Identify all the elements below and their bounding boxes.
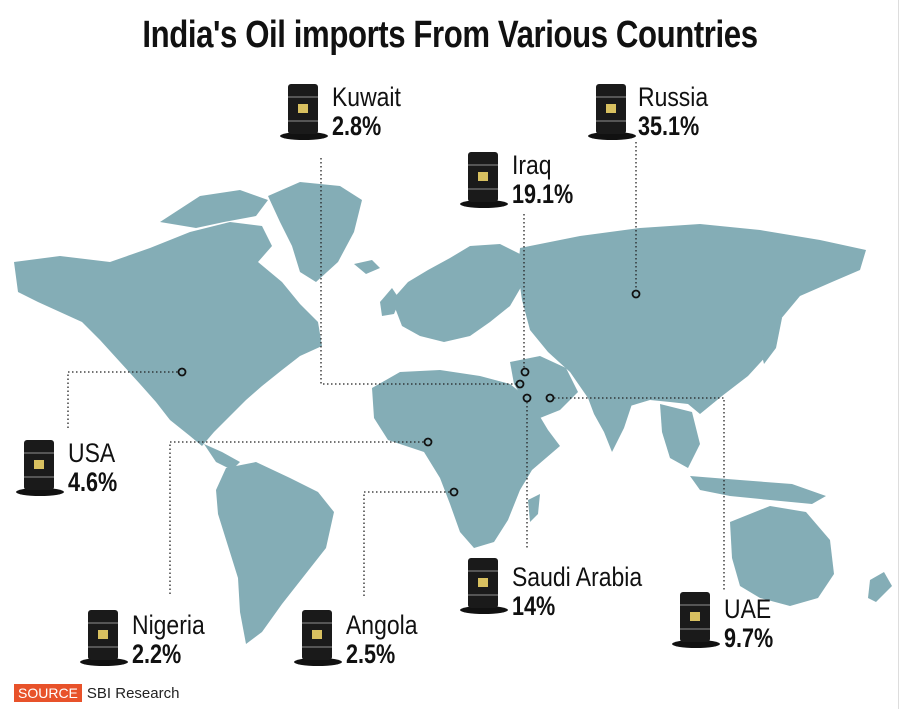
indonesia-landmass xyxy=(690,476,826,504)
label-angola: Angola 2.5% xyxy=(346,612,430,668)
import-share: 2.5% xyxy=(346,639,396,669)
source-line: SOURCE SBI Research xyxy=(14,684,179,702)
label-usa: USA 4.6% xyxy=(68,440,130,496)
europe-landmass xyxy=(392,244,524,342)
country-name: UAE xyxy=(724,594,772,624)
label-nigeria: Nigeria 2.2% xyxy=(132,612,218,668)
label-kuwait: Kuwait 2.8% xyxy=(332,84,413,140)
central-america-landmass xyxy=(204,444,240,470)
marker-angola xyxy=(449,487,459,497)
south-america-landmass xyxy=(216,462,334,644)
marker-uae xyxy=(545,393,555,403)
india-landmass xyxy=(588,392,632,452)
oil-barrel-icon xyxy=(16,440,64,496)
madagascar-landmass xyxy=(528,494,540,522)
country-name: Kuwait xyxy=(332,82,401,112)
oil-barrel-icon xyxy=(80,610,128,666)
country-name: Russia xyxy=(638,82,709,112)
import-share: 35.1% xyxy=(638,111,700,141)
marker-russia xyxy=(631,289,641,299)
oil-barrel-icon xyxy=(294,610,342,666)
import-share: 4.6% xyxy=(68,467,118,497)
source-text: SBI Research xyxy=(86,684,180,702)
uk-landmass xyxy=(380,288,400,316)
arctic-islands xyxy=(160,190,268,228)
marker-saudi xyxy=(522,393,532,403)
oil-barrel-icon xyxy=(588,84,636,140)
import-share: 19.1% xyxy=(512,179,574,209)
country-name: Nigeria xyxy=(132,610,205,640)
map-title: India's Oil imports From Various Countri… xyxy=(142,14,758,56)
source-tag: SOURCE xyxy=(14,684,82,702)
marker-usa xyxy=(177,367,187,377)
country-name: Angola xyxy=(346,610,418,640)
asia-landmass xyxy=(518,224,866,414)
iceland-landmass xyxy=(354,260,380,274)
japan-landmass xyxy=(760,310,782,364)
greenland-landmass xyxy=(268,182,362,282)
label-saudi-arabia: Saudi Arabia 14% xyxy=(512,564,665,620)
marker-kuwait xyxy=(515,379,525,389)
label-uae: UAE 9.7% xyxy=(724,596,786,652)
oil-barrel-icon xyxy=(672,592,720,648)
australia-landmass xyxy=(730,506,834,606)
country-name: USA xyxy=(68,438,116,468)
page-edge-rule xyxy=(898,0,899,709)
southeast-asia-landmass xyxy=(660,404,700,468)
north-america-landmass xyxy=(14,222,322,446)
import-share: 2.2% xyxy=(132,639,182,669)
country-name: Saudi Arabia xyxy=(512,562,643,592)
import-share: 9.7% xyxy=(724,623,774,653)
import-share: 2.8% xyxy=(332,111,382,141)
country-name: Iraq xyxy=(512,150,552,180)
leader-line-nigeria xyxy=(169,441,428,594)
label-iraq: Iraq 19.1% xyxy=(512,152,589,208)
oil-barrel-icon xyxy=(280,84,328,140)
africa-landmass xyxy=(372,370,560,548)
marker-nigeria xyxy=(423,437,433,447)
leader-line-angola xyxy=(363,491,454,596)
import-share: 14% xyxy=(512,591,556,621)
new-zealand-landmass xyxy=(868,572,892,602)
oil-barrel-icon xyxy=(460,152,508,208)
label-russia: Russia 35.1% xyxy=(638,84,721,140)
marker-iraq xyxy=(520,367,530,377)
leader-line-usa xyxy=(67,371,182,428)
oil-barrel-icon xyxy=(460,558,508,614)
